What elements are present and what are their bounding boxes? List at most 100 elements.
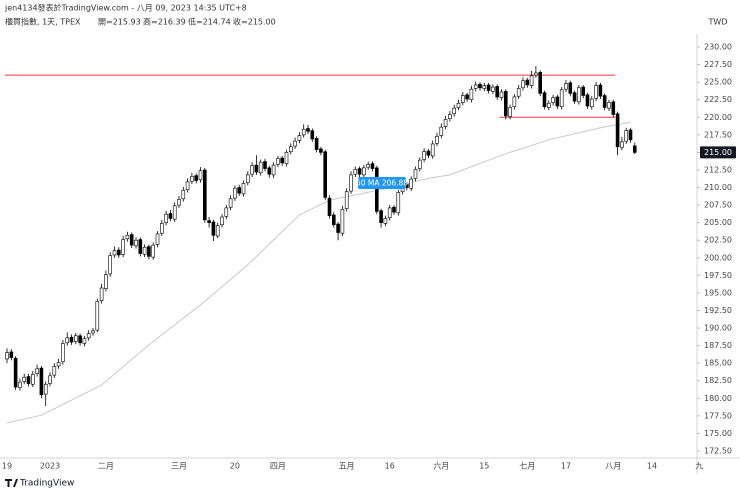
candle-body (327, 197, 332, 216)
y-tick-label: 190.00 (704, 324, 732, 333)
x-tick-label: 八月 (605, 462, 621, 471)
candle-body (344, 191, 349, 209)
candle-body (48, 375, 52, 384)
candle-body (142, 246, 147, 255)
candle-body (203, 169, 207, 221)
open: 開=215.93 (98, 18, 141, 27)
candle-body (61, 343, 65, 363)
plot-area (5, 65, 637, 424)
candle-body (551, 97, 555, 103)
candle-body (86, 333, 91, 339)
candle-body (370, 163, 375, 169)
candle-body (624, 130, 628, 142)
candle-body (413, 168, 418, 179)
candle-body (542, 92, 547, 108)
candle-body (594, 85, 598, 99)
candle-body (443, 119, 448, 127)
logo (5, 479, 18, 487)
candle-body (233, 187, 237, 199)
candle-body (379, 210, 383, 223)
candle-body (465, 94, 469, 100)
candle-body (125, 235, 130, 240)
candle-body (538, 72, 542, 94)
candle-body (297, 135, 302, 141)
candle-body (121, 239, 125, 255)
x-axis: 19 2023 二月 三月 20 四月 五月 16 六月 15 七月 17 八月 14 九 (2, 461, 703, 471)
candle-body (499, 91, 504, 98)
candle-body (104, 274, 108, 290)
candle-body (301, 128, 306, 136)
candle-body (22, 376, 27, 382)
candle-body (417, 159, 422, 169)
tooltip-box (358, 177, 406, 189)
candle-body (168, 213, 173, 219)
x-tick-label: 16 (385, 462, 395, 471)
candle-body (117, 249, 121, 256)
y-tick-label: 192.50 (704, 306, 732, 315)
candle-body (512, 96, 517, 108)
candle-body (374, 167, 379, 212)
low: 低=214.74 (188, 17, 231, 27)
candle-body (129, 234, 134, 246)
candle-body (194, 175, 199, 181)
candle-body (555, 96, 560, 107)
candle-body (31, 374, 35, 385)
y-tick-label: 200.00 (704, 253, 732, 262)
x-tick-label: 七月 (519, 462, 535, 471)
close: 收=215.00 (233, 17, 276, 27)
candle-body (224, 207, 229, 217)
candle-body (572, 92, 577, 102)
candle-body (409, 178, 413, 189)
candle-body (353, 168, 358, 175)
candle-body (258, 161, 263, 174)
candle-body (546, 102, 551, 108)
candle-body (585, 94, 590, 107)
candle-body (559, 89, 564, 108)
candle-body (147, 246, 151, 257)
candle-body (280, 157, 284, 164)
currency: TWD (708, 18, 728, 27)
candle-body (469, 88, 474, 101)
y-tick-label: 210.00 (704, 183, 732, 192)
candle-body (611, 101, 616, 115)
y-tick-label: 217.50 (704, 130, 732, 139)
x-tick-label: 19 (2, 462, 12, 471)
candle-body (430, 143, 435, 157)
candle-body (52, 366, 57, 376)
candle-body (503, 90, 508, 117)
x-tick-label: 九 (695, 462, 703, 471)
candle-body (620, 141, 624, 148)
candle-body (78, 335, 82, 344)
y-tick-label: 205.00 (704, 218, 732, 227)
candle-body (521, 80, 525, 89)
candle-body (56, 362, 61, 367)
y-tick-label: 207.50 (704, 201, 732, 210)
candle-body (534, 72, 538, 76)
candle-body (314, 138, 319, 150)
candle-body (392, 206, 396, 213)
x-tick-label: 20 (230, 462, 240, 471)
y-tick-label: 230.00 (704, 43, 732, 52)
y-tick-label: 202.50 (704, 236, 732, 245)
candle-body (241, 183, 246, 195)
x-tick-label: 五月 (339, 462, 355, 471)
candle-body (598, 84, 603, 97)
candle-body (529, 75, 534, 86)
candle-body (215, 225, 220, 237)
candle-body (482, 85, 487, 89)
candle-body (607, 102, 611, 109)
candle-body (452, 107, 456, 115)
candle-body (581, 86, 585, 96)
candle-body (9, 351, 14, 358)
candle-body (211, 221, 216, 236)
candle-body (422, 151, 426, 160)
y-tick-label: 220.00 (704, 113, 732, 122)
candle-body (310, 130, 315, 140)
candle-body (340, 209, 345, 234)
candle-body (108, 255, 113, 275)
candle-body (5, 352, 9, 360)
candle-body (577, 87, 581, 103)
candle-body (220, 216, 224, 226)
candle-body (516, 88, 521, 97)
x-tick-label: 六月 (433, 461, 449, 471)
